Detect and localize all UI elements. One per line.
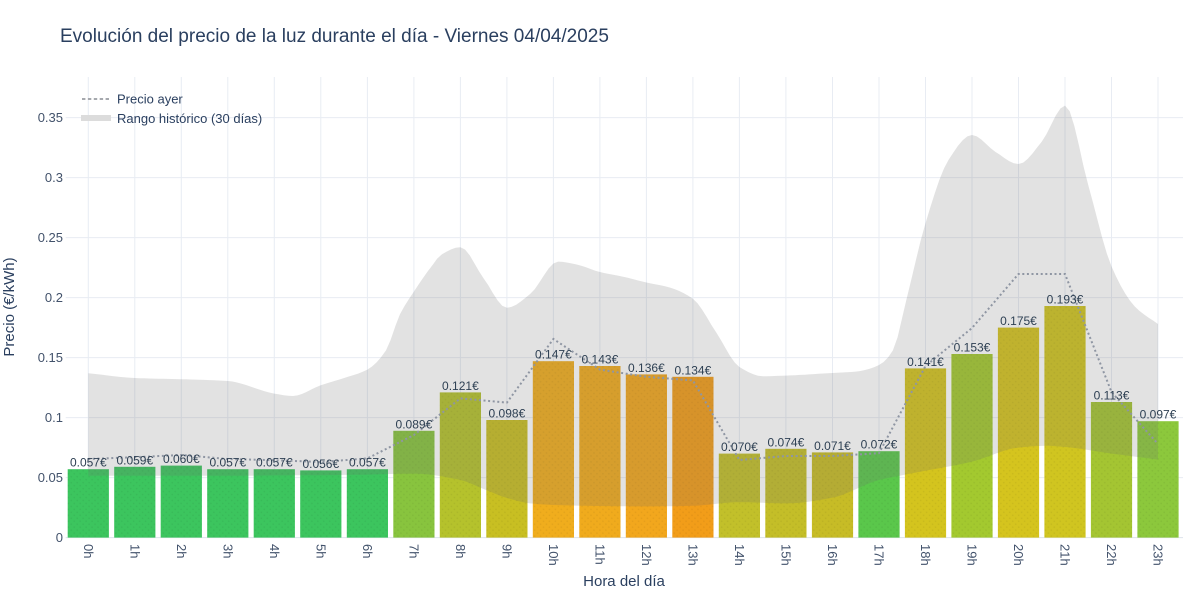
svg-text:0.057€: 0.057€ xyxy=(70,456,107,470)
svg-text:11h: 11h xyxy=(592,544,607,565)
svg-text:0.071€: 0.071€ xyxy=(814,439,851,453)
svg-text:Precio (€/kWh): Precio (€/kWh) xyxy=(1,257,18,356)
svg-text:0h: 0h xyxy=(81,544,96,558)
svg-text:0.25: 0.25 xyxy=(38,230,63,245)
svg-text:0: 0 xyxy=(56,530,63,545)
svg-text:3h: 3h xyxy=(220,544,235,558)
svg-text:4h: 4h xyxy=(267,544,282,558)
svg-text:0.147€: 0.147€ xyxy=(535,348,572,362)
svg-text:23h: 23h xyxy=(1151,544,1166,566)
svg-text:0.097€: 0.097€ xyxy=(1140,408,1177,422)
svg-text:0.1: 0.1 xyxy=(45,410,63,425)
svg-text:Evolución del precio de la luz: Evolución del precio de la luz durante e… xyxy=(60,26,609,47)
svg-text:9h: 9h xyxy=(499,544,514,558)
svg-text:Precio ayer: Precio ayer xyxy=(117,92,183,107)
svg-text:Rango histórico (30 días): Rango histórico (30 días) xyxy=(117,111,262,126)
svg-text:13h: 13h xyxy=(685,544,700,566)
svg-text:0.089€: 0.089€ xyxy=(396,417,433,431)
svg-text:18h: 18h xyxy=(918,544,933,566)
svg-text:0.141€: 0.141€ xyxy=(907,355,944,369)
svg-text:0.153€: 0.153€ xyxy=(954,341,991,355)
svg-text:0.2: 0.2 xyxy=(45,290,63,305)
svg-text:0.175€: 0.175€ xyxy=(1000,314,1037,328)
svg-text:0.059€: 0.059€ xyxy=(116,453,153,467)
svg-text:22h: 22h xyxy=(1104,544,1119,566)
svg-text:0.121€: 0.121€ xyxy=(442,379,479,393)
svg-text:8h: 8h xyxy=(453,544,468,558)
svg-text:Hora del día: Hora del día xyxy=(583,573,665,590)
svg-text:0.057€: 0.057€ xyxy=(256,456,293,470)
svg-text:0.35: 0.35 xyxy=(38,110,63,125)
svg-text:0.074€: 0.074€ xyxy=(768,435,805,449)
svg-text:0.143€: 0.143€ xyxy=(582,353,619,367)
svg-text:0.070€: 0.070€ xyxy=(721,440,758,454)
svg-text:0.05: 0.05 xyxy=(38,470,63,485)
svg-text:0.056€: 0.056€ xyxy=(302,457,339,471)
svg-text:7h: 7h xyxy=(406,544,421,558)
svg-text:17h: 17h xyxy=(872,544,887,566)
svg-text:12h: 12h xyxy=(639,544,654,566)
svg-text:0.057€: 0.057€ xyxy=(209,456,246,470)
svg-text:6h: 6h xyxy=(360,544,375,558)
svg-text:20h: 20h xyxy=(1011,544,1026,566)
svg-text:1h: 1h xyxy=(127,544,142,558)
svg-text:0.15: 0.15 xyxy=(38,350,63,365)
svg-text:0.057€: 0.057€ xyxy=(349,456,386,470)
svg-text:0.193€: 0.193€ xyxy=(1047,293,1084,307)
svg-text:0.113€: 0.113€ xyxy=(1094,389,1130,403)
svg-text:0.072€: 0.072€ xyxy=(861,438,898,452)
svg-text:0.3: 0.3 xyxy=(45,170,63,185)
svg-text:0.134€: 0.134€ xyxy=(675,363,712,377)
svg-text:0.060€: 0.060€ xyxy=(163,452,200,466)
svg-text:14h: 14h xyxy=(732,544,747,566)
svg-text:0.136€: 0.136€ xyxy=(628,361,665,375)
svg-text:10h: 10h xyxy=(546,544,561,566)
svg-text:0.098€: 0.098€ xyxy=(489,407,526,421)
svg-text:15h: 15h xyxy=(778,544,793,566)
svg-text:2h: 2h xyxy=(174,544,189,558)
svg-text:5h: 5h xyxy=(313,544,328,558)
svg-text:21h: 21h xyxy=(1058,544,1073,566)
svg-text:19h: 19h xyxy=(965,544,980,566)
svg-text:16h: 16h xyxy=(825,544,840,566)
